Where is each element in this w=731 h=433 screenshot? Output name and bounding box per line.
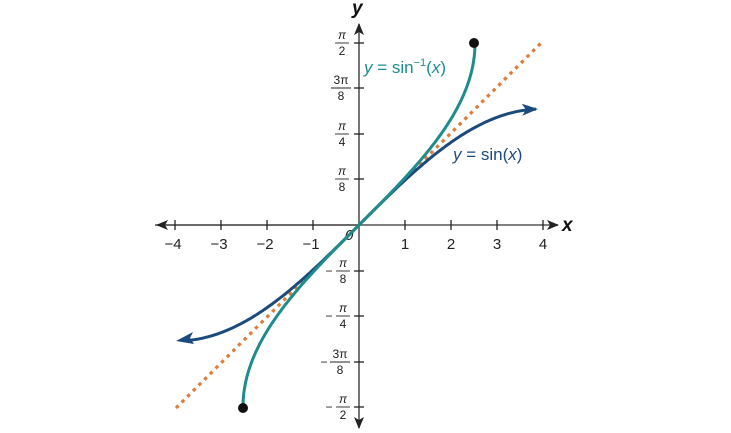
svg-text:8: 8 (339, 180, 346, 194)
svg-text:−: − (325, 400, 332, 414)
y-tick-label-pi-over-4: π 4 (335, 119, 349, 149)
arcsin-endpoint-top (469, 38, 479, 48)
axes (155, 23, 559, 429)
svg-text:π: π (338, 164, 347, 178)
svg-text:π: π (339, 301, 348, 315)
arcsin-label: y = sin−1(x) (363, 57, 446, 77)
x-tick-label: 1 (401, 236, 409, 253)
svg-text:8: 8 (337, 363, 344, 377)
svg-text:8: 8 (338, 89, 345, 103)
arcsin-curve (241, 43, 477, 407)
x-tick-label: 2 (447, 236, 455, 253)
x-tick-label: −3 (210, 236, 227, 253)
x-tick-label: 4 (539, 236, 547, 253)
y-tick-label-pi-over-8: π 8 (335, 164, 349, 194)
y-axis-label: y (351, 0, 364, 19)
identity-line (174, 39, 545, 410)
sin-arrow-left-icon (176, 332, 194, 344)
y-tick-label-3pi-over-8: 3π 8 (331, 73, 351, 103)
y-ticks (354, 42, 364, 408)
x-tick-label: −4 (164, 236, 181, 253)
svg-text:−: − (325, 309, 332, 323)
sin-label: y = sin(x) (452, 145, 522, 164)
svg-text:π: π (338, 28, 347, 42)
y-tick-label-neg-pi-over-4: − π 4 (325, 301, 350, 331)
svg-text:4: 4 (340, 317, 347, 331)
svg-text:4: 4 (339, 135, 346, 149)
x-tick-labels: −4 −3 −2 −1 1 2 3 4 (164, 236, 547, 253)
svg-text:2: 2 (339, 44, 346, 58)
y-tick-label-neg-pi-over-2: − π 2 (325, 392, 350, 422)
svg-text:π: π (338, 119, 347, 133)
y-tick-label-neg-3pi-over-8: − 3π 8 (320, 347, 350, 377)
svg-text:8: 8 (340, 272, 347, 286)
y-tick-label-neg-pi-over-8: − π 8 (325, 256, 350, 286)
svg-text:π: π (339, 256, 348, 270)
x-tick-label: −1 (302, 236, 319, 253)
svg-text:3π: 3π (334, 73, 349, 87)
svg-text:3π: 3π (333, 347, 348, 361)
y-tick-labels: π 2 3π 8 π 4 π 8 − π 8 − (320, 28, 351, 422)
y-tick-label-pi-over-2: π 2 (335, 28, 349, 58)
x-tick-label: −2 (256, 236, 273, 253)
x-tick-label: 3 (493, 236, 501, 253)
x-axis-label: x (561, 215, 574, 236)
svg-text:π: π (339, 392, 348, 406)
x-ticks (174, 220, 544, 230)
svg-text:−: − (325, 264, 332, 278)
svg-text:−: − (320, 355, 327, 369)
svg-text:2: 2 (340, 408, 347, 422)
arcsin-endpoint-bottom (238, 403, 248, 413)
